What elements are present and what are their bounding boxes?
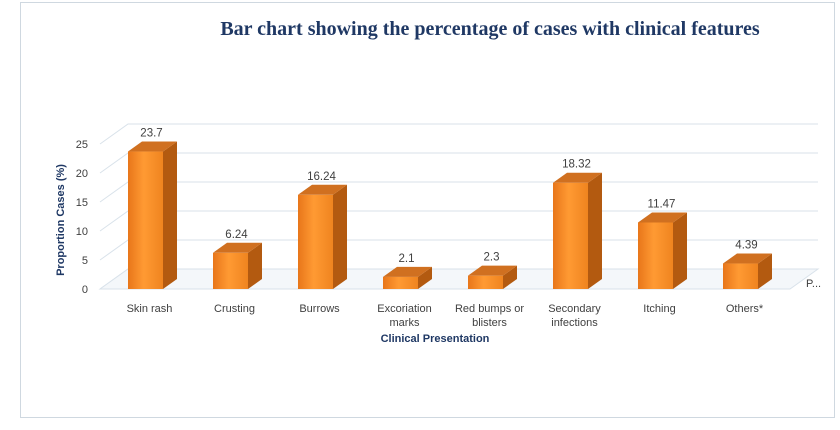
y-tick-label: 15 bbox=[76, 197, 88, 209]
bar-side bbox=[758, 253, 772, 289]
x-tick-label: Others* bbox=[726, 303, 764, 315]
data-label: 23.7 bbox=[140, 128, 162, 140]
gridline bbox=[99, 123, 818, 145]
bar-side bbox=[503, 265, 517, 289]
bar-top bbox=[638, 212, 687, 223]
y-tick-label: 25 bbox=[76, 139, 88, 151]
bar-front bbox=[723, 263, 758, 289]
bar-front bbox=[468, 275, 503, 289]
x-axis-title: Clinical Presentation bbox=[381, 333, 490, 345]
bar-side bbox=[418, 266, 432, 289]
bar bbox=[723, 253, 772, 289]
gridline bbox=[99, 152, 818, 174]
bar-side bbox=[248, 242, 262, 289]
bar bbox=[298, 184, 347, 289]
data-label: 2.1 bbox=[399, 253, 415, 265]
bar bbox=[638, 212, 687, 289]
bar bbox=[128, 141, 177, 289]
y-axis-title: Proportion Cases (%) bbox=[55, 164, 67, 276]
x-tick-label: Secondary infections bbox=[548, 303, 601, 329]
x-axis-categories: Skin rash Crusting Burrows Excoriation marks… bbox=[127, 303, 764, 329]
bar-front bbox=[128, 151, 163, 289]
data-label: 16.24 bbox=[307, 171, 336, 183]
chart-floor bbox=[98, 268, 820, 290]
bar-side bbox=[673, 212, 687, 289]
legend-stub: P... bbox=[806, 278, 821, 290]
y-tick-label: 20 bbox=[76, 168, 88, 180]
x-tick-label: Red bumps or blisters bbox=[455, 303, 524, 329]
bar-front bbox=[213, 252, 248, 289]
gridline bbox=[99, 239, 818, 261]
bar-side bbox=[163, 141, 177, 289]
bar bbox=[553, 172, 602, 289]
bar bbox=[213, 242, 262, 289]
data-labels: 23.7 6.24 16.24 2.1 2.3 18.32 11.47 4.39 bbox=[140, 128, 757, 265]
bar-front bbox=[638, 222, 673, 289]
data-label: 18.32 bbox=[562, 159, 591, 171]
data-label: 4.39 bbox=[735, 240, 757, 252]
gridline bbox=[99, 181, 818, 203]
bar bbox=[383, 266, 432, 289]
bar-side bbox=[333, 184, 347, 289]
bar-top bbox=[128, 141, 177, 152]
bar-top bbox=[298, 184, 347, 195]
y-tick-label: 5 bbox=[82, 255, 88, 267]
data-label: 6.24 bbox=[225, 229, 248, 241]
bar-top bbox=[468, 265, 517, 276]
bar-top bbox=[383, 266, 432, 277]
bar-top bbox=[553, 172, 602, 183]
x-tick-label: Crusting bbox=[214, 303, 255, 315]
bar-front bbox=[298, 194, 333, 289]
x-tick-label: Burrows bbox=[299, 303, 340, 315]
bar-side bbox=[588, 172, 602, 289]
y-tick-label: 10 bbox=[76, 226, 88, 238]
y-axis-ticks: 0 5 10 15 20 25 bbox=[76, 139, 88, 296]
bar-front bbox=[553, 182, 588, 289]
x-tick-label: Skin rash bbox=[127, 303, 173, 315]
bars bbox=[128, 141, 772, 289]
bar-front bbox=[383, 276, 418, 289]
x-tick-label: Itching bbox=[643, 303, 675, 315]
y-tick-label: 0 bbox=[82, 284, 88, 296]
bar-top bbox=[723, 253, 772, 264]
bar-top bbox=[213, 242, 262, 253]
x-tick-label: Excoriation marks bbox=[377, 303, 431, 329]
data-label: 11.47 bbox=[648, 198, 676, 210]
gridline bbox=[99, 210, 818, 232]
chart-title: Bar chart showing the percentage of case… bbox=[220, 18, 760, 40]
bar bbox=[468, 265, 517, 289]
data-label: 2.3 bbox=[484, 252, 500, 264]
gridlines bbox=[98, 123, 820, 290]
